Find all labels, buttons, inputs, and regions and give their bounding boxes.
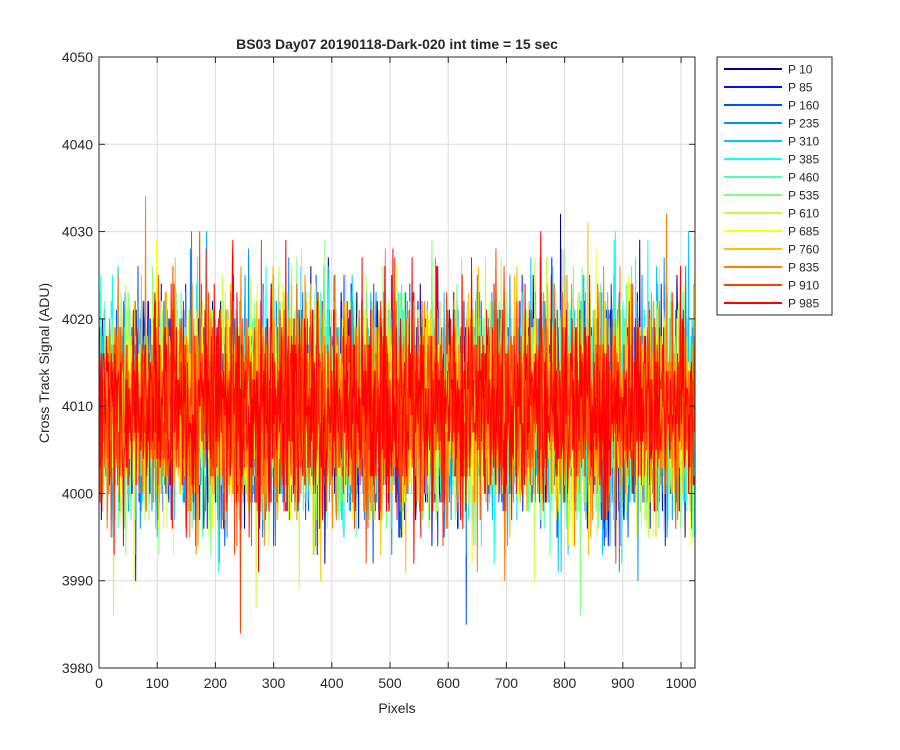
plot-frame [98,56,696,669]
legend-label: P 760 [788,243,819,257]
x-tick-label: 1000 [665,675,696,691]
x-tick-label: 100 [146,675,170,691]
series-line [98,231,695,573]
legend-label: P 835 [788,261,819,275]
legend-label: P 610 [788,207,819,221]
legend-box [716,56,833,316]
plot-area: 0 100 200 300 400 500 600 700 800 900 1000 3980 3990… [62,49,697,691]
legend-label: P 310 [788,135,819,149]
y-tick-label: 4040 [62,136,93,152]
y-tick-label: 4030 [62,224,93,240]
legend-label: P 460 [788,171,819,185]
chart-title: BS03 Day07 20190118-Dark-020 int time = … [236,36,558,52]
x-tick-label: 500 [378,675,402,691]
legend-label: P 910 [788,279,819,293]
legend-label: P 235 [788,117,819,131]
x-tick-label: 800 [553,675,577,691]
x-tick-label: 600 [437,675,461,691]
y-tick-label: 4050 [62,49,93,65]
ticks: 0 100 200 300 400 500 600 700 800 900 1000 3980 3990… [62,49,697,691]
legend-label: P 535 [788,189,819,203]
y-tick-label: 4000 [62,485,93,501]
legend-label: P 160 [788,99,819,113]
legend: P 10 P 85 P 160 P 235 P 310 P 385 P 460 P 535 P … [716,56,833,316]
x-tick-label: 700 [495,675,519,691]
x-tick-label: 300 [262,675,286,691]
y-tick-label: 4020 [62,311,93,327]
legend-label: P 10 [788,63,813,77]
series-layer [98,196,695,634]
x-axis-label: Pixels [378,700,415,716]
legend-label: P 985 [788,297,819,311]
legend-label: P 685 [788,225,819,239]
x-tick-label: 200 [204,675,228,691]
x-tick-label: 400 [320,675,344,691]
legend-label: P 385 [788,153,819,167]
legend-label: P 85 [788,81,813,95]
y-tick-label: 4010 [62,398,93,414]
y-axis-label: Cross Track Signal (ADU) [36,283,52,443]
y-tick-label: 3980 [62,660,93,676]
y-tick-label: 3990 [62,573,93,589]
x-tick-label: 900 [611,675,635,691]
x-tick-label: 0 [95,675,103,691]
